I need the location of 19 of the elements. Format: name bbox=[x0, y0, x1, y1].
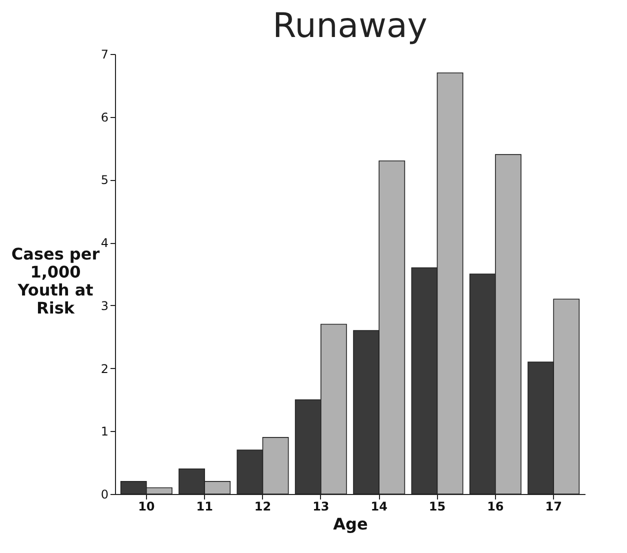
x-tick-label: 17 bbox=[545, 500, 562, 514]
x-tick-label: 11 bbox=[196, 500, 213, 514]
y-tick-label: 6 bbox=[100, 110, 108, 124]
x-tick-label: 13 bbox=[312, 500, 330, 514]
y-tick-label: 2 bbox=[100, 362, 108, 376]
y-tick-label: 5 bbox=[100, 173, 108, 188]
x-tick-label: 15 bbox=[428, 500, 446, 514]
x-tick-label: 14 bbox=[370, 500, 388, 514]
y-tick-label: 7 bbox=[100, 48, 108, 62]
x-axis-title: Age bbox=[333, 514, 368, 534]
y-tick-label: 4 bbox=[100, 236, 108, 250]
chart-title: Runaway bbox=[272, 6, 428, 46]
x-tick-label: 12 bbox=[254, 500, 272, 514]
y-tick-label: 3 bbox=[100, 298, 108, 313]
y-tick-label: 1 bbox=[100, 424, 108, 439]
x-tick-label: 10 bbox=[138, 500, 155, 514]
x-tick-label: 16 bbox=[487, 500, 504, 514]
y-axis-title: Cases per 1,000 Youth at Risk bbox=[11, 244, 100, 318]
y-tick-label: 0 bbox=[100, 488, 108, 502]
